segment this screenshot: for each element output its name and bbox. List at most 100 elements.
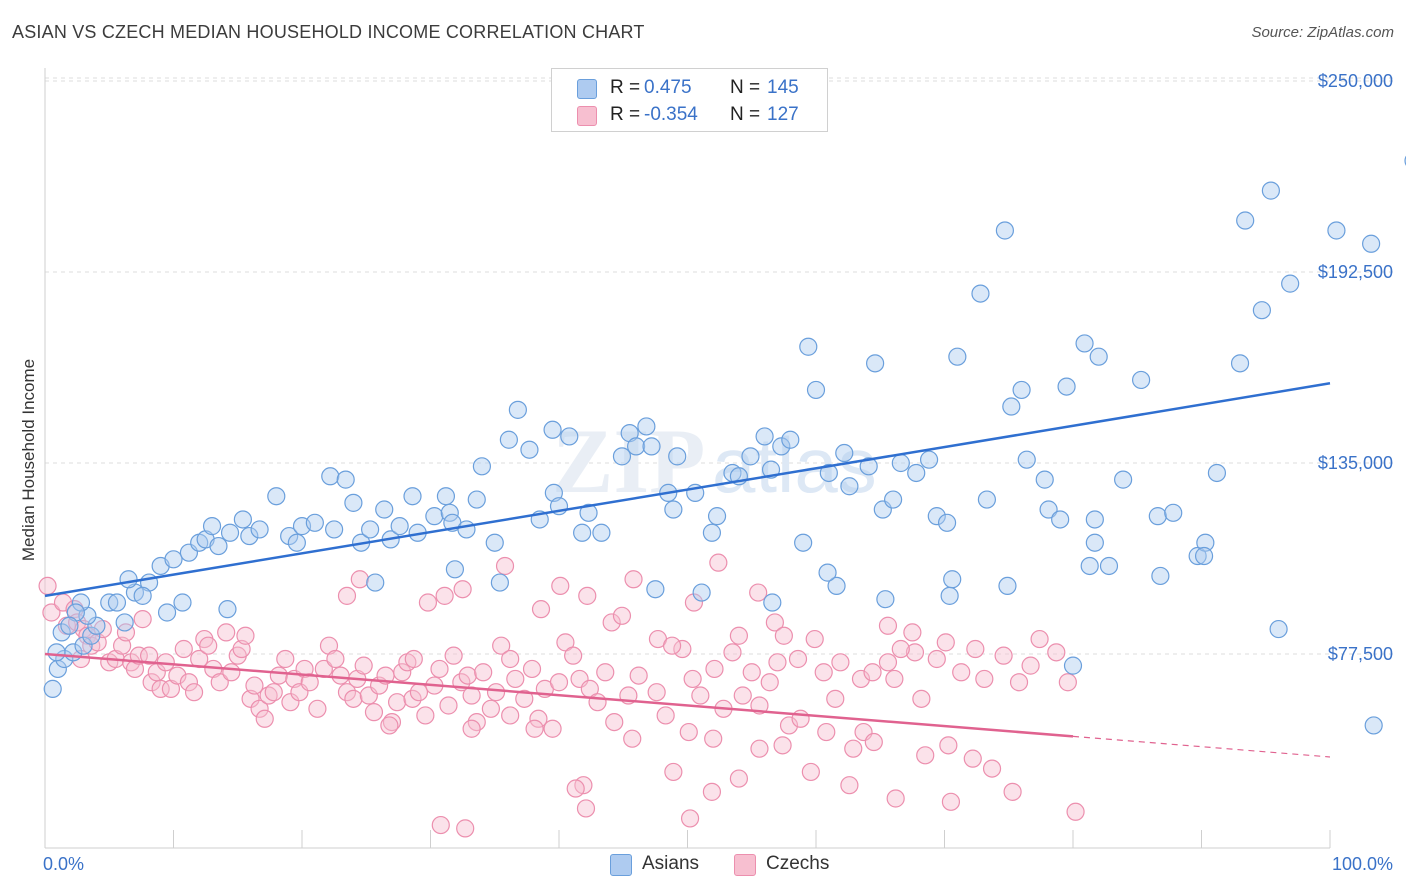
czechs-point (1003, 782, 1022, 801)
asians-point (937, 513, 957, 532)
asians-point (1252, 301, 1271, 320)
czechs-point (199, 636, 218, 655)
asians-point (664, 500, 683, 519)
asians-point (543, 420, 562, 439)
czechs-point (916, 746, 935, 765)
asians-swatch (577, 79, 597, 99)
asians-point (1089, 347, 1108, 366)
asians-point (436, 487, 456, 506)
czechs-point (729, 769, 749, 788)
source-label: Source: ZipAtlas.com (1251, 24, 1394, 41)
asians-point (612, 447, 632, 466)
asians-point (927, 507, 946, 526)
czechs-point (941, 792, 961, 811)
axes (44, 68, 1331, 849)
asians-point (1063, 656, 1083, 675)
czechs-point (939, 736, 958, 755)
asians-point (43, 679, 62, 698)
r-value: -0.354 (644, 104, 698, 125)
asians-point (287, 533, 306, 552)
czechs-point (749, 583, 768, 602)
czechs-point (936, 633, 955, 652)
asians-point (220, 523, 240, 542)
asians-point (579, 503, 598, 522)
czechs-point (801, 762, 820, 782)
asians-point (520, 440, 539, 459)
y-tick-label: $77,500 (1328, 644, 1393, 664)
asians-point (1281, 274, 1300, 293)
asians-point (403, 487, 422, 506)
czechs-point (300, 673, 319, 692)
asians-point (499, 430, 518, 449)
asians-point (977, 490, 997, 509)
y-tick-label: $250,000 (1318, 71, 1393, 91)
czechs-point (416, 706, 435, 725)
czechs-point (529, 709, 548, 728)
czechs-point (382, 712, 402, 732)
czechs-point (704, 729, 723, 748)
czechs-point (826, 689, 845, 708)
asians-point (87, 616, 106, 635)
asians-point (1362, 234, 1381, 253)
n-label: N = (730, 77, 761, 98)
czechs-point (139, 646, 159, 665)
asians-point (1035, 470, 1054, 489)
asians-point (1236, 211, 1255, 230)
czechs-point (474, 663, 493, 682)
series-legend: Asians Czechs (0, 852, 1406, 878)
czechs-point (903, 623, 922, 642)
asians-point (267, 487, 286, 506)
asians-point (485, 533, 504, 552)
czechs-point (733, 686, 752, 705)
czechs-point (952, 663, 971, 682)
asians-point (835, 443, 854, 463)
asians-point (1051, 510, 1070, 529)
czechs-point (264, 683, 283, 702)
czechs-trend-line (44, 652, 1074, 738)
czechs-point (269, 666, 288, 685)
asians-point (133, 586, 152, 605)
asians-point (781, 430, 800, 449)
czechs-point (684, 593, 704, 612)
asians-point (321, 467, 340, 486)
czechs-point (42, 603, 61, 622)
asians-point (919, 450, 939, 469)
asians-point (827, 576, 846, 596)
asians-point (1164, 503, 1183, 522)
asians-point (707, 507, 727, 526)
czechs-point (481, 699, 500, 718)
asians-point (876, 590, 895, 609)
czechs-point (864, 732, 883, 752)
czechs-point (245, 676, 264, 695)
asians-point (1002, 397, 1021, 416)
czechs-point (691, 686, 710, 705)
czechs-point (817, 722, 836, 742)
asians-point (47, 643, 66, 662)
asians-point (806, 380, 826, 400)
czechs-point (788, 649, 808, 669)
asians-point (240, 526, 259, 546)
czechs-point (486, 683, 506, 702)
czechs-point (168, 666, 187, 685)
czechs-point (501, 706, 520, 725)
czechs-point (885, 669, 904, 689)
asians-point (1261, 181, 1280, 200)
czechs-point (380, 716, 399, 735)
czechs-point (596, 663, 615, 682)
czechs-point (750, 739, 769, 758)
r-label: R = (610, 104, 641, 125)
asians-point (1132, 370, 1151, 390)
czechs-point (840, 776, 859, 795)
czechs-point (814, 663, 833, 682)
czechs-point (683, 669, 702, 689)
asians-point (218, 600, 237, 619)
czechs-point (1047, 643, 1066, 662)
czechs-point (705, 659, 724, 679)
asians-point (164, 550, 183, 569)
czechs-point (354, 656, 373, 675)
czechs-point (515, 689, 534, 708)
czechs-point (805, 629, 824, 649)
asians-point (119, 570, 138, 589)
czechs-point (543, 719, 562, 738)
asians-point (173, 593, 192, 612)
